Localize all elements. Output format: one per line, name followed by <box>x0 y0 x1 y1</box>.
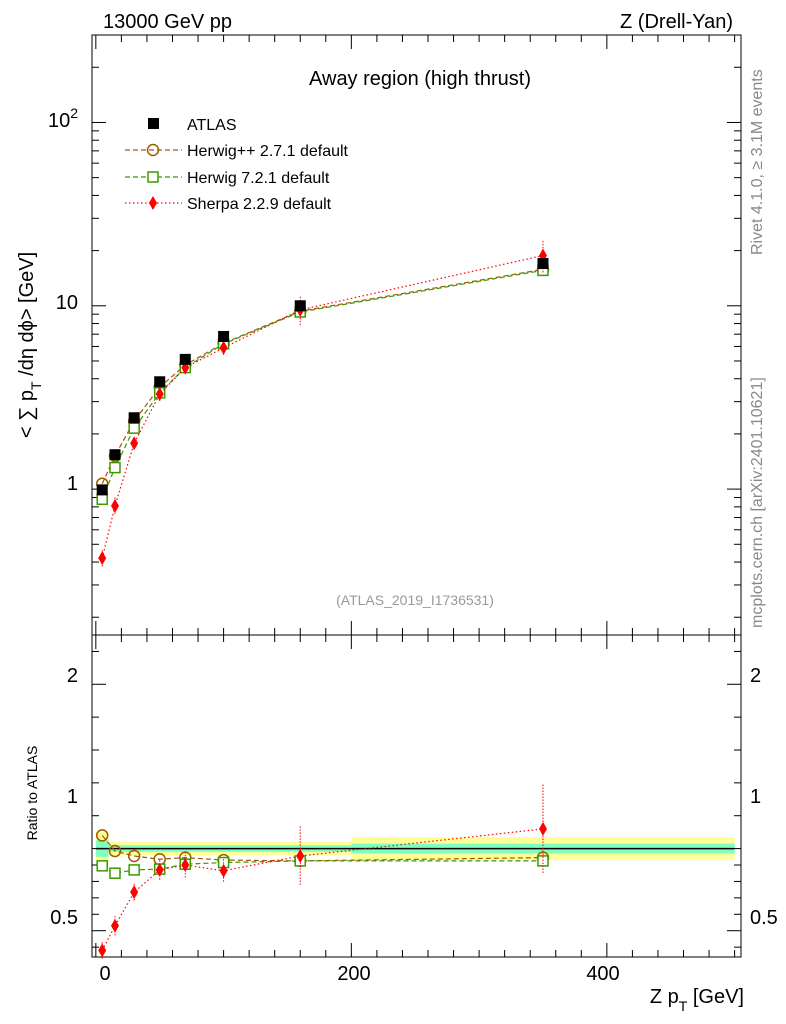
ratio-ytick-label-1-right: 1 <box>750 786 761 808</box>
ratio-point-herwig7 <box>109 867 121 879</box>
main-ytick-label-10: 10 <box>56 292 78 314</box>
ratio-ytick-label-2: 2 <box>67 665 78 687</box>
main-panel: Away region (high thrust) 102 10 1 < ∑ p… <box>16 34 742 636</box>
header-left: 13000 GeV pp <box>103 11 232 33</box>
legend-label-herwig7: Herwig 7.2.1 default <box>187 170 330 187</box>
ratio-frame <box>91 634 742 958</box>
main-series-layer <box>95 240 550 568</box>
ratio-point-sherpa <box>296 848 305 863</box>
side-site: mcplots.cern.ch [arXiv:2401.10621] <box>749 377 766 628</box>
ratio-point-sherpa <box>155 862 164 877</box>
main-ytick-label-100: 102 <box>48 105 78 132</box>
main-point-atlas <box>128 412 140 424</box>
side-version: Rivet 4.1.0, ≥ 3.1M events <box>749 69 766 255</box>
ratio-point-sherpa <box>219 863 228 878</box>
ratio-panel: 2 1 0.5 2 1 0.5 Ratio to ATLAS 0 200 400… <box>24 634 778 1014</box>
legend-label-atlas: ATLAS <box>187 117 237 134</box>
ratio-point-sherpa <box>110 918 119 933</box>
main-point-herwig7 <box>128 422 140 434</box>
main-ylabel-main: < ∑ p <box>16 390 38 438</box>
ratio-series-layer <box>95 784 550 959</box>
main-point-atlas <box>96 484 108 496</box>
main-ylabel: < ∑ pT /dη dϕ> [GeV] <box>16 252 44 438</box>
legend-label-herwigpp: Herwig++ 2.7.1 default <box>187 143 349 160</box>
ratio-point-sherpa <box>98 943 107 958</box>
legend-marker-atlas <box>148 118 159 129</box>
main-point-sherpa <box>538 248 547 263</box>
header-right: Z (Drell-Yan) <box>620 11 733 33</box>
main-point-sherpa <box>219 340 228 355</box>
main-ticks <box>92 34 741 635</box>
legend-label-sherpa: Sherpa 2.2.9 default <box>187 196 332 213</box>
main-point-sherpa <box>130 436 139 451</box>
main-point-atlas <box>154 376 166 388</box>
main-line-sherpa <box>101 254 544 559</box>
ratio-point-sherpa <box>538 821 547 836</box>
main-point-atlas <box>218 330 230 342</box>
main-annotation: (ATLAS_2019_I1736531) <box>336 592 494 608</box>
xtick-label-200: 200 <box>337 963 370 985</box>
main-point-atlas <box>179 353 191 365</box>
ratio-ticks <box>92 635 741 957</box>
ratio-point-herwig7 <box>128 864 140 876</box>
legend-marker-herwig7 <box>147 171 159 183</box>
main-point-sherpa <box>155 387 164 402</box>
ratio-point-sherpa <box>181 858 190 872</box>
xtick-label-0: 0 <box>99 963 110 985</box>
main-point-sherpa <box>110 498 119 513</box>
ratio-point-herwigpp <box>127 849 141 863</box>
ratio-point-sherpa <box>130 885 139 900</box>
xlabel: Z pT [GeV] <box>650 986 744 1014</box>
ratio-ytick-label-2-right: 2 <box>750 665 761 687</box>
main-ytick-label-1: 1 <box>67 473 78 495</box>
main-point-atlas <box>537 258 549 270</box>
main-point-atlas <box>294 300 306 312</box>
svg-text:< ∑ pT /dη dϕ> [GeV]: < ∑ pT /dη dϕ> [GeV] <box>16 252 44 438</box>
main-title: Away region (high thrust) <box>309 68 531 90</box>
ratio-line-sherpa <box>101 828 544 951</box>
ratio-ytick-label-1: 1 <box>67 786 78 808</box>
ratio-ylabel: Ratio to ATLAS <box>24 746 40 841</box>
legend-marker-sherpa <box>149 196 157 210</box>
main-point-herwig7 <box>109 461 121 474</box>
main-line-herwig7 <box>101 269 544 500</box>
main-ylabel-sub: T <box>28 381 44 390</box>
ratio-point-herwig7 <box>96 860 108 872</box>
main-ylabel-rest: /dη dϕ> [GeV] <box>16 252 38 382</box>
xtick-label-400: 400 <box>586 963 619 985</box>
main-point-atlas <box>109 449 121 461</box>
ratio-point-herwigpp <box>108 844 122 858</box>
legend: ATLAS Herwig++ 2.7.1 default Herwig 7.2.… <box>125 117 349 213</box>
main-point-sherpa <box>98 551 107 566</box>
ratio-point-herwigpp <box>95 829 109 842</box>
main-point-herwig7 <box>96 493 108 506</box>
ratio-ytick-label-05: 0.5 <box>50 907 78 929</box>
legend-marker-herwigpp <box>146 143 160 157</box>
ratio-line-herwig7 <box>101 860 543 874</box>
ratio-ytick-label-05-right: 0.5 <box>750 907 778 929</box>
main-line-herwigpp <box>101 268 544 484</box>
ratio-band-layer <box>95 832 735 865</box>
